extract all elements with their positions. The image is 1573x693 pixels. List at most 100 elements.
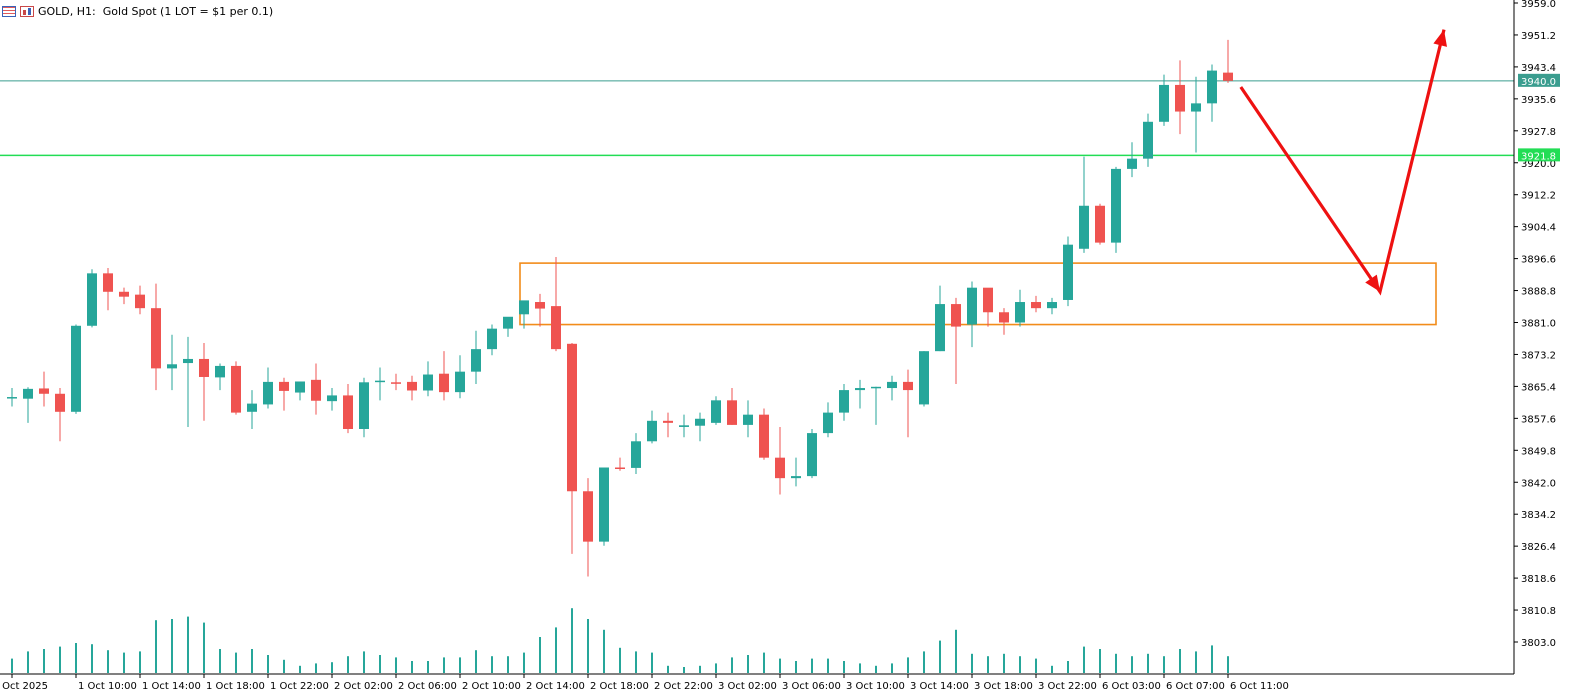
candle-body bbox=[775, 457, 785, 479]
candle-body bbox=[599, 467, 609, 542]
candle-body bbox=[471, 349, 481, 372]
candle-body bbox=[183, 358, 193, 364]
candle-body bbox=[343, 395, 353, 429]
candle-body bbox=[887, 381, 897, 389]
y-tick-label: 3935.6 bbox=[1521, 95, 1556, 106]
y-tick-label: 3888.8 bbox=[1521, 287, 1556, 298]
candle-body bbox=[647, 420, 657, 442]
candle-body bbox=[1175, 84, 1185, 112]
price-tag-label: 3921.8 bbox=[1521, 151, 1556, 162]
candles bbox=[7, 39, 1233, 577]
y-tick-label: 3920.0 bbox=[1521, 159, 1556, 170]
y-tick-label: 3904.4 bbox=[1521, 223, 1556, 234]
x-tick-label: 1 Oct 14:00 bbox=[142, 681, 201, 692]
candle-body bbox=[759, 414, 769, 458]
x-tick-label: 1 Oct 18:00 bbox=[206, 681, 265, 692]
x-tick-label: 2 Oct 18:00 bbox=[590, 681, 649, 692]
candle-body bbox=[663, 420, 673, 423]
candle-body bbox=[199, 358, 209, 377]
candle-body bbox=[855, 388, 865, 391]
candle-body bbox=[439, 373, 449, 393]
candle-body bbox=[711, 400, 721, 423]
x-tick-label: 6 Oct 11:00 bbox=[1230, 681, 1289, 692]
projection-path bbox=[1239, 29, 1446, 296]
price-tag-label: 3940.0 bbox=[1521, 77, 1556, 88]
horizontal-lines bbox=[0, 80, 1514, 157]
candle-body bbox=[743, 414, 753, 425]
candle-body bbox=[391, 382, 401, 384]
y-tick-label: 3896.6 bbox=[1521, 255, 1556, 266]
candle-body bbox=[359, 382, 369, 429]
candle-body bbox=[679, 425, 689, 427]
candle-body bbox=[551, 306, 561, 350]
candle-body bbox=[1223, 72, 1233, 81]
candle-body bbox=[263, 381, 273, 405]
candle-body bbox=[727, 400, 737, 425]
candle-body bbox=[279, 381, 289, 391]
projection-arrows bbox=[1239, 29, 1448, 296]
y-tick-label: 3818.6 bbox=[1521, 574, 1556, 585]
x-tick-label: 1 Oct 10:00 bbox=[78, 681, 137, 692]
candle-body bbox=[1079, 205, 1089, 249]
candle-body bbox=[247, 403, 257, 412]
candle-body bbox=[967, 287, 977, 325]
x-tick-label: 3 Oct 14:00 bbox=[910, 681, 969, 692]
candle-body bbox=[583, 491, 593, 542]
candle-body bbox=[87, 273, 97, 326]
y-tick-label: 3803.0 bbox=[1521, 638, 1556, 649]
candle-body bbox=[423, 374, 433, 391]
header-timeframe: H1: bbox=[76, 4, 96, 18]
price-tag bbox=[1518, 148, 1560, 162]
y-tick-label: 3881.0 bbox=[1521, 319, 1556, 330]
x-tick-label: 3 Oct 22:00 bbox=[1038, 681, 1097, 692]
y-tick-label: 3873.2 bbox=[1521, 350, 1556, 361]
y-tick-label: 3951.2 bbox=[1521, 31, 1556, 42]
candle-body bbox=[823, 412, 833, 434]
y-tick-label: 3842.0 bbox=[1521, 478, 1556, 489]
candle-body bbox=[375, 380, 385, 383]
candle-body bbox=[1159, 84, 1169, 122]
candle-body bbox=[103, 273, 113, 292]
volume-bars bbox=[11, 608, 1229, 673]
y-tick-label: 3826.4 bbox=[1521, 542, 1556, 553]
candle-body bbox=[791, 476, 801, 479]
candle-body bbox=[807, 433, 817, 477]
candle-body bbox=[167, 364, 177, 369]
y-tick-label: 3865.4 bbox=[1521, 382, 1556, 393]
x-tick-label: 2 Oct 22:00 bbox=[654, 681, 713, 692]
candle-body bbox=[455, 371, 465, 393]
candle-body bbox=[871, 386, 881, 389]
candle-body bbox=[327, 395, 337, 402]
candle-body bbox=[615, 467, 625, 470]
candle-body bbox=[215, 365, 225, 378]
candle-body bbox=[1063, 244, 1073, 300]
x-tick-label: 6 Oct 07:00 bbox=[1166, 681, 1225, 692]
x-tick-label: 6 Oct 03:00 bbox=[1102, 681, 1161, 692]
candle-body bbox=[535, 302, 545, 309]
y-tick-label: 3857.6 bbox=[1521, 414, 1556, 425]
y-tick-label: 3912.2 bbox=[1521, 191, 1556, 202]
table-icon[interactable] bbox=[2, 5, 16, 17]
chart-bars-icon[interactable] bbox=[20, 5, 34, 17]
candle-body bbox=[1143, 121, 1153, 159]
candle-body bbox=[567, 343, 577, 492]
x-tick-label: 3 Oct 10:00 bbox=[846, 681, 905, 692]
candle-body bbox=[695, 418, 705, 426]
projection-arrowhead-up bbox=[1433, 29, 1448, 47]
x-tick-label: 3 Oct 18:00 bbox=[974, 681, 1033, 692]
y-tick-label: 3849.8 bbox=[1521, 446, 1556, 457]
chart-header: GOLD, H1: Gold Spot (1 LOT = $1 per 0.1) bbox=[2, 3, 273, 19]
y-tick-label: 3810.8 bbox=[1521, 606, 1556, 617]
candle-body bbox=[1191, 103, 1201, 112]
candle-body bbox=[135, 294, 145, 309]
candle-body bbox=[919, 351, 929, 405]
projection-arrowhead-down bbox=[1365, 274, 1380, 292]
candle-body bbox=[1207, 70, 1217, 104]
candle-body bbox=[295, 381, 305, 393]
candle-body bbox=[631, 441, 641, 468]
y-tick-label: 3927.8 bbox=[1521, 127, 1556, 138]
header-description: Gold Spot (1 LOT = $1 per 0.1) bbox=[102, 4, 274, 18]
support-zone bbox=[519, 262, 1437, 326]
x-tick-label: 2 Oct 14:00 bbox=[526, 681, 585, 692]
